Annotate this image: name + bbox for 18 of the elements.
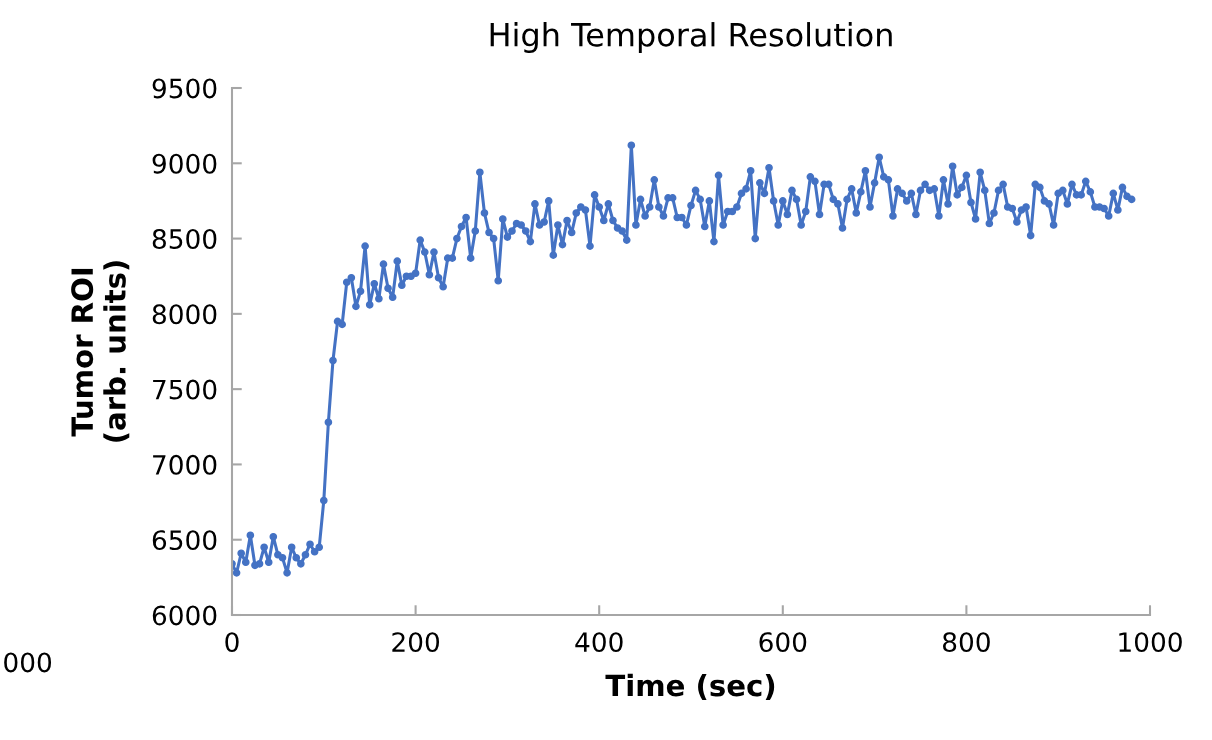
x-tick-label: 1000 bbox=[1119, 632, 1182, 653]
x-tick-label: 0 bbox=[225, 632, 239, 653]
chart-title: High Temporal Resolution bbox=[490, 22, 892, 53]
text: 000 bbox=[4, 652, 52, 673]
y-tick-label: 9500 bbox=[152, 78, 217, 99]
y-tick-label: 6500 bbox=[152, 530, 217, 551]
x-tick-label: 200 bbox=[392, 632, 440, 653]
y-tick-label: 8000 bbox=[152, 304, 217, 325]
x-axis-title: Time (sec) bbox=[605, 673, 775, 700]
y-tick-label: 7000 bbox=[153, 454, 217, 475]
y-tick-label: 7500 bbox=[153, 379, 217, 400]
y-tick-label: 6000 bbox=[152, 605, 217, 626]
x-tick-label: 400 bbox=[575, 632, 623, 653]
y-tick-label: 8500 bbox=[152, 229, 217, 249]
y-axis-title: Tumor ROI (arb. units) bbox=[71, 261, 130, 442]
y-tick-label: 9000 bbox=[152, 153, 217, 174]
x-tick-label: 800 bbox=[943, 632, 990, 653]
x-tick-label: 600 bbox=[759, 632, 807, 653]
